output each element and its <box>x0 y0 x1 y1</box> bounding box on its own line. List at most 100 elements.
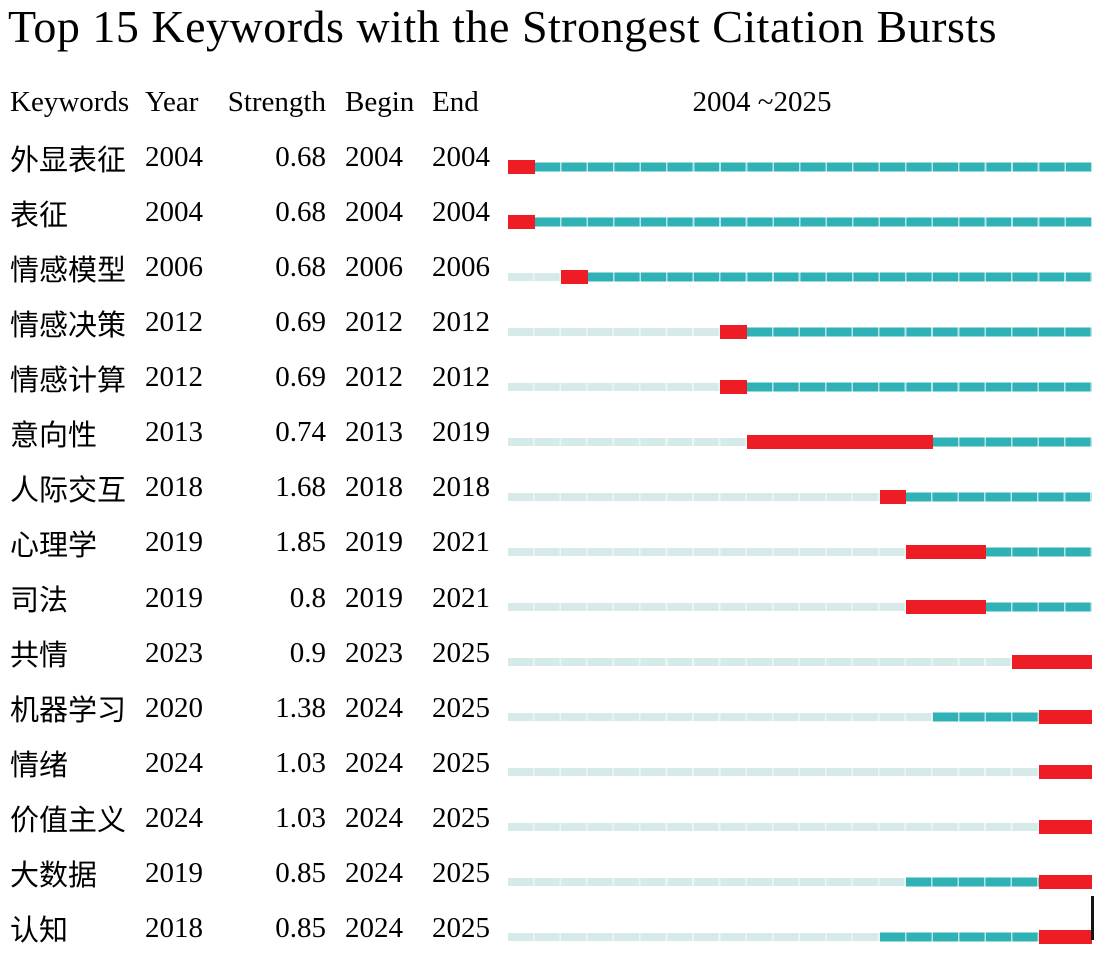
table-row: 大数据 2019 0.85 2024 2025 <box>0 855 1097 910</box>
chart-title: Top 15 Keywords with the Strongest Citat… <box>8 1 998 52</box>
end-value: 2021 <box>432 581 490 614</box>
burst-segment <box>879 489 907 504</box>
begin-value: 2006 <box>345 251 403 284</box>
timeline-bar <box>508 139 1092 194</box>
burst-segment <box>906 544 986 559</box>
strength-value: 0.85 <box>275 911 326 944</box>
end-value: 2025 <box>432 856 490 889</box>
column-header-begin: Begin <box>345 85 415 118</box>
burst-segment <box>508 159 535 174</box>
table-row: 心理学 2019 1.85 2019 2021 <box>0 524 1097 579</box>
inactive-segment <box>508 382 721 391</box>
year-value: 2023 <box>145 636 203 669</box>
inactive-segment <box>508 492 880 501</box>
active-segment <box>587 272 1092 282</box>
keyword-label: 机器学习 <box>10 695 127 728</box>
year-value: 2024 <box>145 801 203 834</box>
active-segment <box>534 162 1092 172</box>
year-value: 2012 <box>145 361 203 394</box>
end-value: 2021 <box>432 526 490 559</box>
year-value: 2012 <box>145 306 203 339</box>
active-segment <box>985 547 1092 557</box>
active-segment <box>746 382 1092 392</box>
keyword-label: 情感模型 <box>10 254 127 287</box>
begin-value: 2024 <box>345 746 403 779</box>
begin-value: 2004 <box>345 196 403 229</box>
begin-value: 2012 <box>345 306 403 339</box>
keyword-label: 表征 <box>10 199 69 232</box>
burst-segment <box>720 379 747 394</box>
column-header-strength: Strength <box>227 85 326 118</box>
keyword-label: 心理学 <box>10 529 98 562</box>
active-segment <box>932 712 1039 722</box>
year-value: 2019 <box>145 526 203 559</box>
strength-value: 0.68 <box>275 196 326 229</box>
begin-value: 2024 <box>345 691 403 724</box>
timeline-bar <box>508 690 1092 745</box>
strength-value: 0.69 <box>275 306 326 339</box>
begin-value: 2018 <box>345 471 403 504</box>
timeline-bar <box>508 469 1092 524</box>
inactive-segment <box>508 603 907 612</box>
keyword-label: 意向性 <box>10 419 98 452</box>
table-row: 司法 2019 0.8 2019 2021 <box>0 580 1097 635</box>
begin-value: 2023 <box>345 636 403 669</box>
burst-segment <box>508 214 535 229</box>
strength-value: 1.03 <box>275 746 326 779</box>
end-value: 2004 <box>432 141 490 174</box>
end-value: 2012 <box>432 361 490 394</box>
table-row: 人际交互 2018 1.68 2018 2018 <box>0 469 1097 524</box>
strength-value: 1.68 <box>275 471 326 504</box>
table-row: 意向性 2013 0.74 2013 2019 <box>0 414 1097 469</box>
inactive-segment <box>508 437 747 446</box>
active-segment <box>746 327 1092 337</box>
end-value: 2025 <box>432 911 490 944</box>
burst-segment <box>746 434 933 449</box>
year-value: 2006 <box>145 251 203 284</box>
text-caret <box>1091 896 1094 940</box>
table-row: 表征 2004 0.68 2004 2004 <box>0 194 1097 249</box>
end-value: 2025 <box>432 636 490 669</box>
timeline-bar <box>508 745 1092 800</box>
column-header-row: Keywords Year Strength Begin End 2004 ~2… <box>0 84 1097 120</box>
begin-value: 2019 <box>345 581 403 614</box>
year-value: 2024 <box>145 746 203 779</box>
year-value: 2020 <box>145 691 203 724</box>
strength-value: 1.03 <box>275 801 326 834</box>
burst-segment <box>1038 875 1092 890</box>
timeline-bar <box>508 855 1092 910</box>
strength-value: 0.68 <box>275 141 326 174</box>
table-row: 情感决策 2012 0.69 2012 2012 <box>0 304 1097 359</box>
end-value: 2025 <box>432 691 490 724</box>
timeline-bar <box>508 635 1092 690</box>
burst-segment <box>1038 930 1092 945</box>
table-row: 情感计算 2012 0.69 2012 2012 <box>0 359 1097 414</box>
burst-segment <box>906 600 986 615</box>
inactive-segment <box>508 933 880 942</box>
timeline-bar <box>508 800 1092 855</box>
begin-value: 2013 <box>345 416 403 449</box>
keyword-label: 外显表征 <box>10 144 127 177</box>
timeline-bar <box>508 304 1092 359</box>
table-row: 价值主义 2024 1.03 2024 2025 <box>0 800 1097 855</box>
timeline-bar <box>508 249 1092 304</box>
year-value: 2018 <box>145 471 203 504</box>
table-row: 认知 2018 0.85 2024 2025 <box>0 910 1097 965</box>
strength-value: 1.85 <box>275 526 326 559</box>
keyword-label: 情感决策 <box>10 309 127 342</box>
active-segment <box>906 877 1039 887</box>
active-segment <box>879 932 1039 942</box>
keyword-label: 大数据 <box>10 860 98 893</box>
strength-value: 0.74 <box>275 416 326 449</box>
end-value: 2006 <box>432 251 490 284</box>
inactive-segment <box>508 547 907 556</box>
column-header-keywords: Keywords <box>10 85 130 118</box>
timeline-bar <box>508 524 1092 579</box>
active-segment <box>932 437 1092 447</box>
year-value: 2004 <box>145 196 203 229</box>
begin-value: 2019 <box>345 526 403 559</box>
burst-segment <box>561 269 588 284</box>
year-value: 2018 <box>145 911 203 944</box>
begin-value: 2004 <box>345 141 403 174</box>
